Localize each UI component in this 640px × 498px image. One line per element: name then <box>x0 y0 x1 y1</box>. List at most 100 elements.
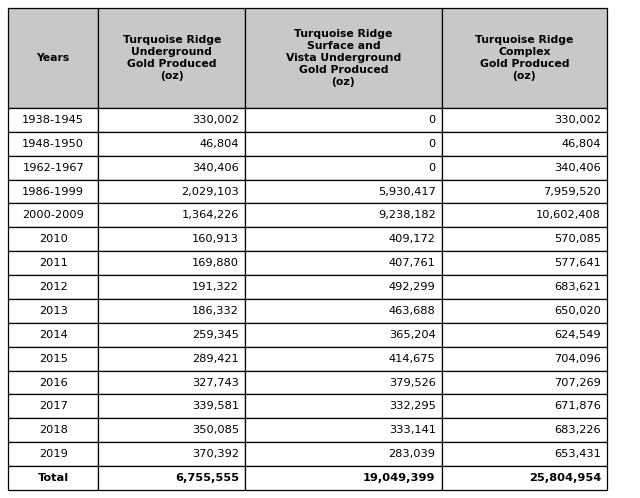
Text: 283,039: 283,039 <box>388 449 436 459</box>
Bar <box>99 418 245 442</box>
Text: 169,880: 169,880 <box>192 258 239 268</box>
Text: 340,406: 340,406 <box>554 163 601 173</box>
Text: 2000-2009: 2000-2009 <box>22 211 84 221</box>
Text: 340,406: 340,406 <box>193 163 239 173</box>
Text: 46,804: 46,804 <box>200 139 239 149</box>
Text: 409,172: 409,172 <box>389 235 436 245</box>
Bar <box>245 347 442 371</box>
Text: 191,322: 191,322 <box>192 282 239 292</box>
Bar <box>442 347 607 371</box>
Bar <box>8 394 99 418</box>
Text: 463,688: 463,688 <box>389 306 436 316</box>
Bar <box>99 466 245 490</box>
Text: 407,761: 407,761 <box>389 258 436 268</box>
Text: Turquoise Ridge
Underground
Gold Produced
(oz): Turquoise Ridge Underground Gold Produce… <box>123 35 221 81</box>
Text: 350,085: 350,085 <box>192 425 239 435</box>
Bar <box>99 323 245 347</box>
Bar <box>99 299 245 323</box>
Bar <box>245 275 442 299</box>
Text: 683,621: 683,621 <box>554 282 601 292</box>
Bar <box>442 228 607 251</box>
Text: 0: 0 <box>428 139 436 149</box>
Bar <box>99 371 245 394</box>
Text: 333,141: 333,141 <box>388 425 436 435</box>
Text: 365,204: 365,204 <box>389 330 436 340</box>
Bar <box>442 180 607 204</box>
Text: 330,002: 330,002 <box>554 115 601 125</box>
Bar <box>442 204 607 228</box>
Bar <box>99 228 245 251</box>
Bar <box>8 180 99 204</box>
Text: 570,085: 570,085 <box>554 235 601 245</box>
Text: 2011: 2011 <box>39 258 68 268</box>
Bar <box>99 251 245 275</box>
Text: 683,226: 683,226 <box>554 425 601 435</box>
Bar <box>245 323 442 347</box>
Bar <box>245 8 442 108</box>
Text: Total: Total <box>38 473 69 483</box>
Bar <box>245 180 442 204</box>
Text: 330,002: 330,002 <box>192 115 239 125</box>
Text: 186,332: 186,332 <box>192 306 239 316</box>
Text: 46,804: 46,804 <box>561 139 601 149</box>
Bar <box>442 275 607 299</box>
Bar <box>245 418 442 442</box>
Text: 160,913: 160,913 <box>192 235 239 245</box>
Text: 6,755,555: 6,755,555 <box>175 473 239 483</box>
Text: Turquoise Ridge
Complex
Gold Produced
(oz): Turquoise Ridge Complex Gold Produced (o… <box>475 35 573 81</box>
Text: 1938-1945: 1938-1945 <box>22 115 84 125</box>
Text: 10,602,408: 10,602,408 <box>536 211 601 221</box>
Bar <box>99 204 245 228</box>
Bar <box>8 132 99 156</box>
Text: 1,364,226: 1,364,226 <box>182 211 239 221</box>
Text: 2015: 2015 <box>39 354 68 364</box>
Bar <box>8 251 99 275</box>
Bar <box>99 394 245 418</box>
Bar <box>8 347 99 371</box>
Bar <box>8 371 99 394</box>
Text: 1986-1999: 1986-1999 <box>22 187 84 197</box>
Text: 624,549: 624,549 <box>554 330 601 340</box>
Text: 2,029,103: 2,029,103 <box>181 187 239 197</box>
Bar <box>245 204 442 228</box>
Bar <box>245 466 442 490</box>
Bar <box>245 371 442 394</box>
Text: 19,049,399: 19,049,399 <box>363 473 436 483</box>
Text: 653,431: 653,431 <box>554 449 601 459</box>
Bar <box>8 228 99 251</box>
Text: 2017: 2017 <box>39 401 68 411</box>
Text: 492,299: 492,299 <box>389 282 436 292</box>
Bar <box>245 251 442 275</box>
Bar <box>8 8 99 108</box>
Bar <box>245 394 442 418</box>
Text: 577,641: 577,641 <box>554 258 601 268</box>
Bar <box>99 108 245 132</box>
Text: 332,295: 332,295 <box>389 401 436 411</box>
Text: 2012: 2012 <box>39 282 68 292</box>
Text: Turquoise Ridge
Surface and
Vista Underground
Gold Produced
(oz): Turquoise Ridge Surface and Vista Underg… <box>286 29 401 87</box>
Bar <box>99 275 245 299</box>
Bar <box>99 8 245 108</box>
Bar <box>245 156 442 180</box>
Text: 2010: 2010 <box>39 235 68 245</box>
Text: 25,804,954: 25,804,954 <box>529 473 601 483</box>
Bar <box>442 108 607 132</box>
Bar <box>442 371 607 394</box>
Bar <box>442 132 607 156</box>
Text: 1948-1950: 1948-1950 <box>22 139 84 149</box>
Text: 2016: 2016 <box>39 377 68 387</box>
Text: 370,392: 370,392 <box>192 449 239 459</box>
Bar <box>8 418 99 442</box>
Bar <box>442 442 607 466</box>
Text: 0: 0 <box>428 115 436 125</box>
Text: 414,675: 414,675 <box>389 354 436 364</box>
Text: 2019: 2019 <box>39 449 68 459</box>
Text: 2018: 2018 <box>39 425 68 435</box>
Bar <box>442 323 607 347</box>
Bar <box>8 275 99 299</box>
Text: 707,269: 707,269 <box>554 377 601 387</box>
Bar <box>8 108 99 132</box>
Bar <box>245 132 442 156</box>
Text: 671,876: 671,876 <box>554 401 601 411</box>
Bar <box>442 394 607 418</box>
